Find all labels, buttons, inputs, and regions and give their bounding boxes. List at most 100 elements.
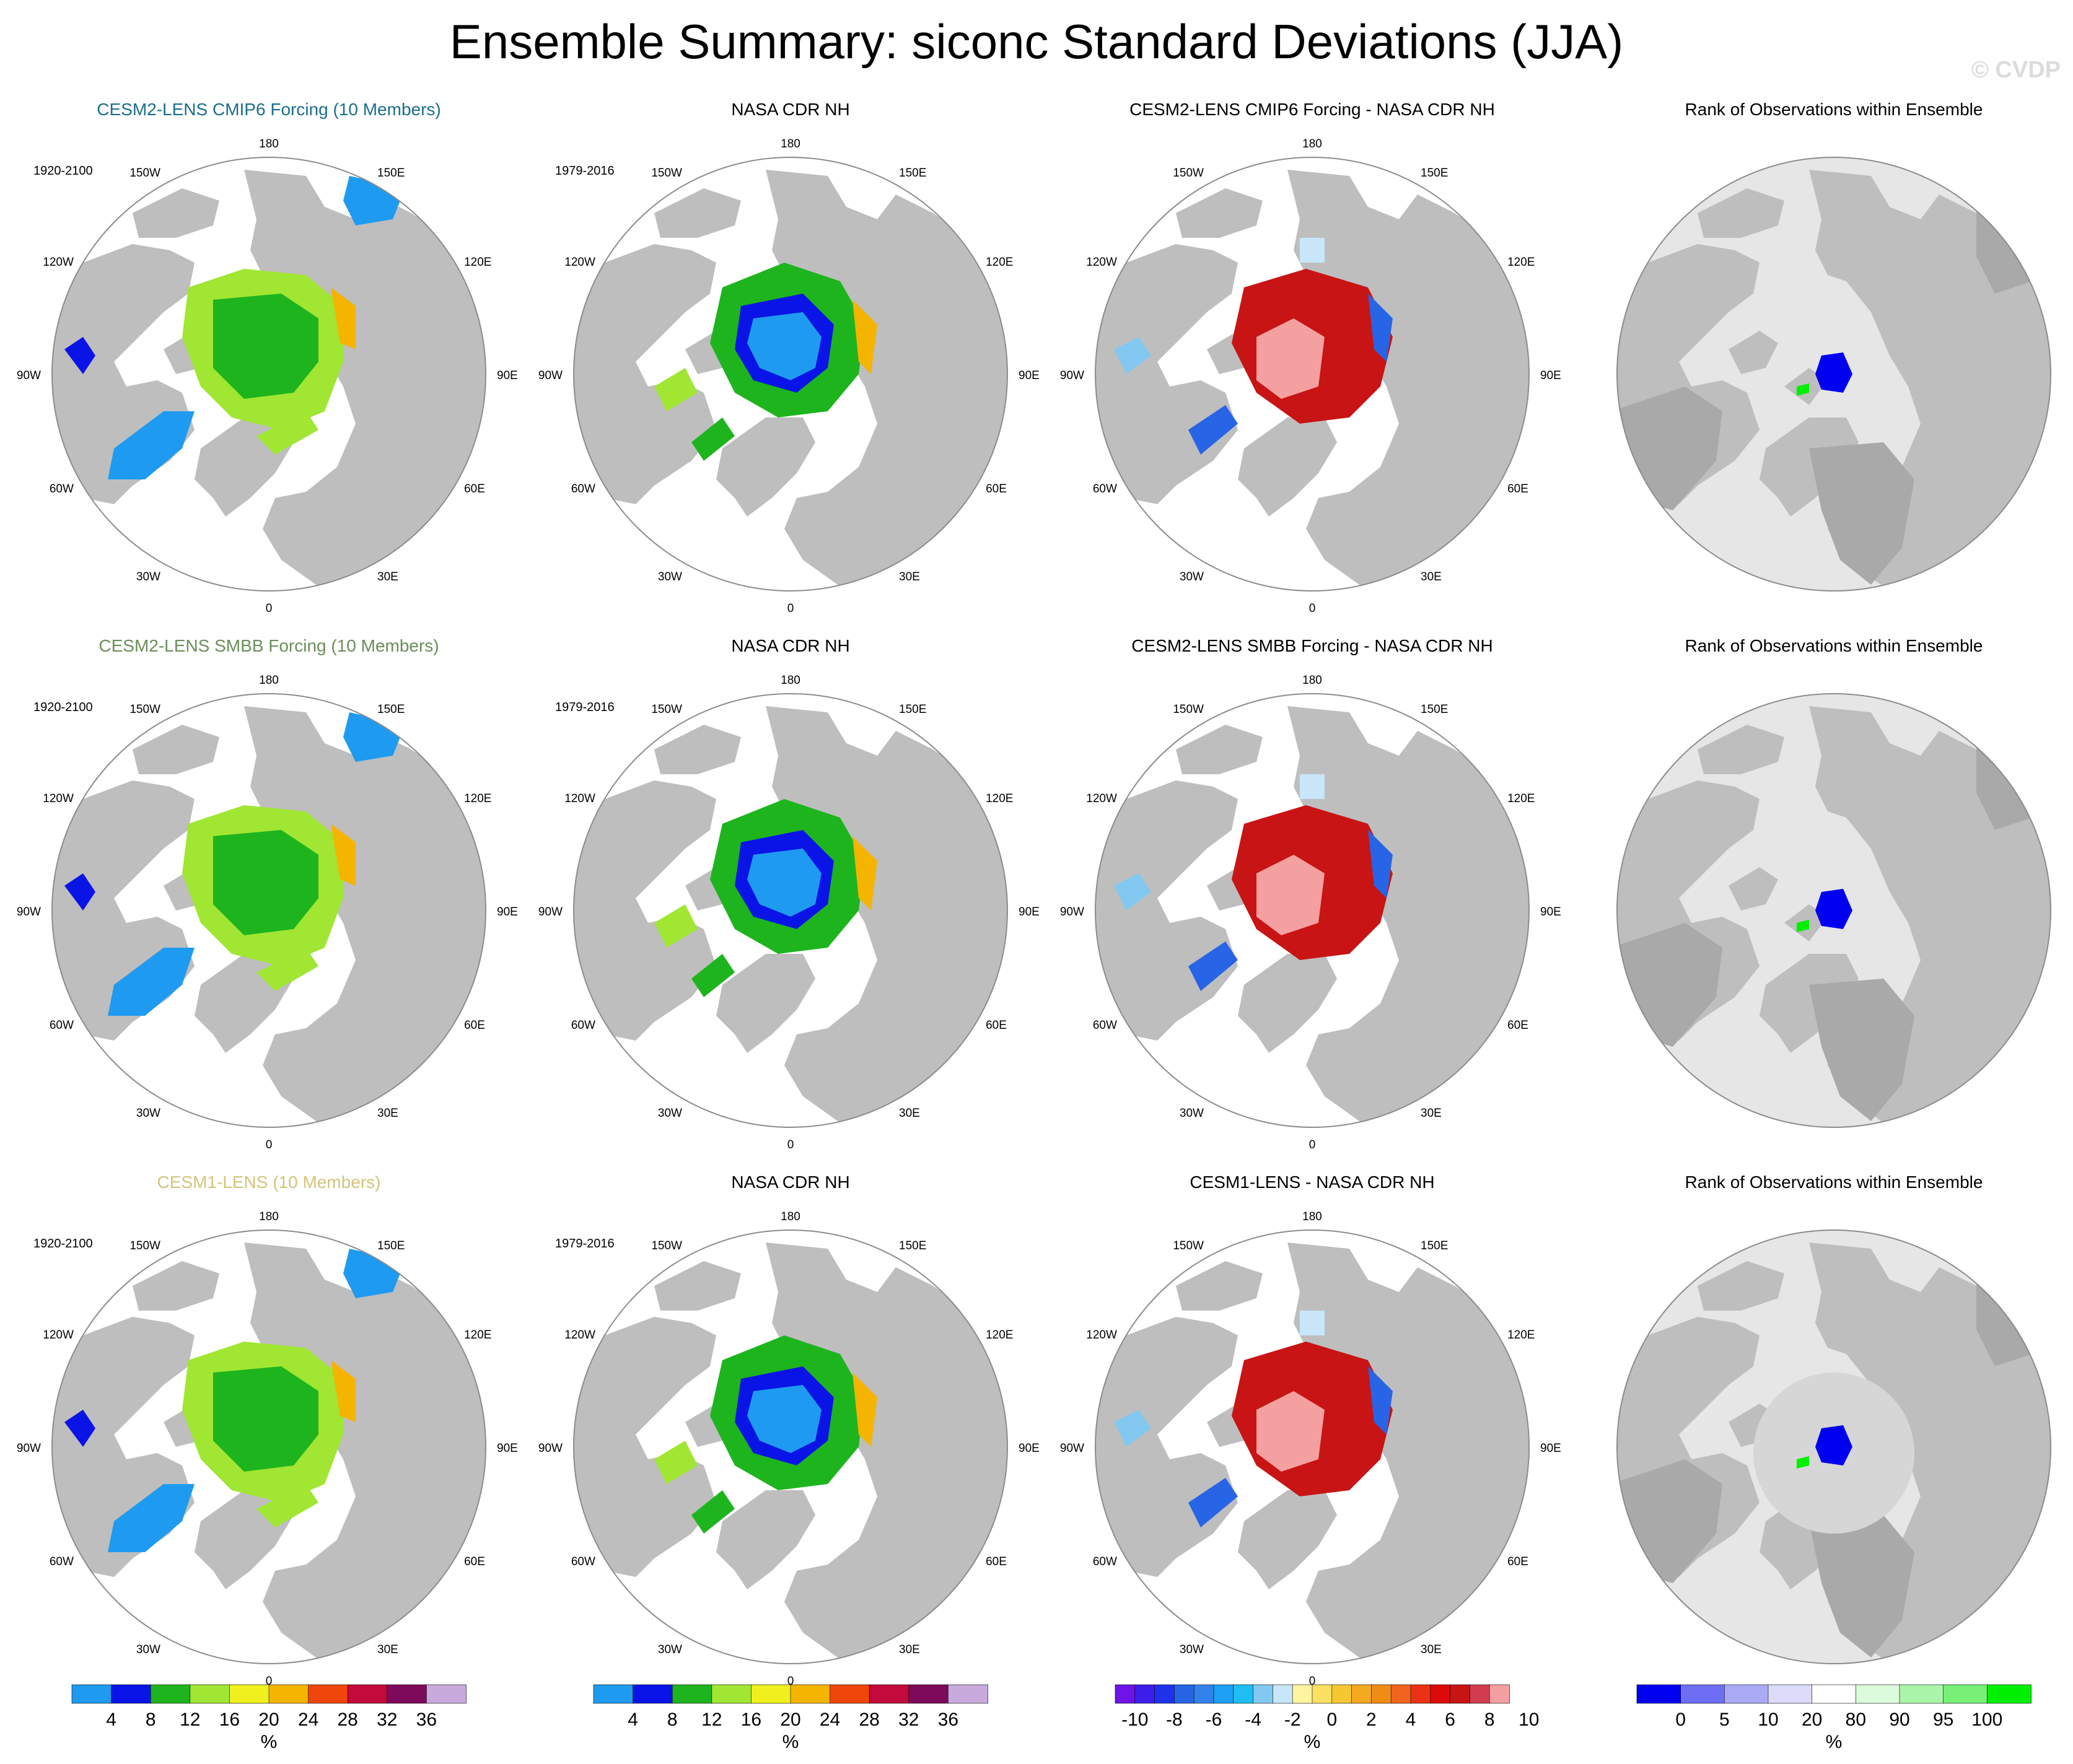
scandinavia-landmass [312, 510, 374, 585]
colorbar-tick-label: 28 [859, 1709, 880, 1730]
colorbar-tick-label: 8 [667, 1709, 678, 1730]
colorbar-swatch [229, 1684, 270, 1704]
colorbar-units: % [1304, 1732, 1321, 1752]
longitude-label-60e: 60E [986, 482, 1007, 496]
map-boundary [1616, 157, 2051, 592]
colorbar-swatch [268, 1684, 309, 1704]
longitude-label-30e: 30E [377, 570, 398, 583]
longitude-label-150w: 150W [129, 703, 160, 716]
rank-low-region [1815, 352, 1852, 393]
longitude-label-180: 180 [259, 138, 279, 151]
longitude-label-30w: 30W [1180, 1107, 1204, 1120]
colorbar-tick-label: -8 [1166, 1709, 1183, 1730]
longitude-label-0: 0 [266, 1138, 273, 1151]
alaska-landmass [133, 725, 219, 774]
ice-variability-central-pack [747, 1385, 822, 1453]
map-boundary [573, 693, 1008, 1128]
rank-panel-title: Rank of Observations within Ensemble [1685, 636, 1983, 655]
archipelago-island [1729, 331, 1778, 374]
colorbar-tick-label: 4 [1406, 1709, 1416, 1730]
colorbar-swatch [1943, 1684, 1988, 1704]
rank-high-region [1797, 920, 1809, 932]
colorbar-tick-label: 16 [219, 1709, 240, 1730]
colorbar-tick-label: 0 [1675, 1709, 1686, 1730]
obs-panel-title: NASA CDR NH [731, 636, 849, 655]
alaska-landmass [133, 1261, 219, 1311]
colorbar-swatch [1213, 1684, 1234, 1704]
longitude-label-90e: 90E [497, 1442, 518, 1455]
rank-colorbar: 0 5 10 20 80 90 95 100% [1636, 1684, 2031, 1752]
colorbar-swatch [1331, 1684, 1352, 1704]
scandinavia-landmass [312, 1583, 374, 1657]
north-america-landmass [574, 1317, 716, 1577]
longitude-label-90e: 90E [1540, 906, 1561, 919]
map-boundary [51, 157, 486, 592]
std-dev-colorbar: 4 8 12 16 20 24 28 32 36% [71, 1684, 467, 1752]
longitude-label-180: 180 [259, 674, 279, 687]
map-disk [1095, 694, 1529, 1127]
colorbar-swatch [1430, 1684, 1451, 1704]
ice-variability-hudson [108, 1484, 195, 1552]
panel-rank-row1: Rank of Observations within Ensemble [1616, 100, 2051, 592]
ice-variability-hudson [691, 954, 735, 997]
eurasia-landmass [766, 1242, 1007, 1664]
africa-landmass [1809, 979, 1914, 1121]
longitude-label-30w: 30W [1180, 570, 1204, 583]
ice-variability-edge [331, 1360, 356, 1422]
diff-panel-title: CESM1-LENS - NASA CDR NH [1190, 1172, 1434, 1192]
colorbar-tick-label: 6 [1445, 1709, 1455, 1730]
longitude-label-0: 0 [266, 602, 273, 615]
longitude-label-90w: 90W [1060, 369, 1084, 382]
map-boundary [1095, 693, 1530, 1128]
colorbar-swatch [1450, 1684, 1471, 1704]
greenland-landmass [1238, 417, 1337, 517]
ice-variability-central-pack [747, 312, 822, 380]
longitude-label-0: 0 [1309, 602, 1316, 615]
greenland-landmass [716, 417, 815, 517]
scandinavia-landmass [1356, 1583, 1418, 1657]
colorbar-swatch [111, 1684, 152, 1704]
period-label: 1979-2016 [555, 164, 615, 178]
colorbar-swatch [1987, 1684, 2031, 1704]
longitude-label-120e: 120E [1507, 1329, 1535, 1342]
longitude-label-90w: 90W [1060, 1442, 1084, 1455]
colorbar-tick-label: 20 [258, 1709, 279, 1730]
colorbar-swatch [1115, 1684, 1136, 1704]
model-panel-title: CESM1-LENS (10 Members) [157, 1172, 381, 1192]
longitude-label-150e: 150E [1421, 1239, 1448, 1252]
north-america-landmass [574, 244, 716, 504]
longitude-label-150w: 150W [651, 703, 682, 716]
colorbar-swatch [1390, 1684, 1411, 1704]
colorbar-tick-label: 12 [180, 1709, 200, 1730]
period-label: 1979-2016 [555, 1237, 615, 1251]
ice-variability-baffin [64, 1410, 95, 1447]
panel-rank-row2: Rank of Observations within Ensemble [1616, 636, 2051, 1128]
panel-model-row1: CESM2-LENS CMIP6 Forcing (10 Members) 192… [17, 100, 518, 615]
rank-panel-title: Rank of Observations within Ensemble [1685, 100, 1983, 119]
diff-panel-title: CESM2-LENS CMIP6 Forcing - NASA CDR NH [1129, 100, 1495, 119]
colorbar-tick-label: 20 [1802, 1709, 1822, 1730]
panel-rank-row3: Rank of Observations within Ensemble [1616, 1172, 2051, 1664]
map-boundary [51, 693, 486, 1128]
longitude-label-90e: 90E [1019, 1442, 1040, 1455]
rank-panel-title: Rank of Observations within Ensemble [1685, 1172, 1983, 1192]
ice-variability-greenland-sea [256, 948, 318, 991]
longitude-label-60e: 60E [1507, 1019, 1528, 1032]
map-boundary [51, 1229, 486, 1664]
ice-variability-core [213, 1366, 318, 1472]
difference-field-baffin [1114, 337, 1151, 374]
colorbar-swatch [1680, 1684, 1725, 1704]
std-dev-colorbar-obs: 4 8 12 16 20 24 28 32 36% [593, 1684, 988, 1752]
map-boundary [1095, 1229, 1530, 1664]
longitude-label-180: 180 [259, 1210, 279, 1223]
longitude-label-30e: 30E [899, 570, 920, 583]
longitude-label-60e: 60E [1507, 482, 1528, 496]
colorbar-swatch [1193, 1684, 1214, 1704]
map-boundary [1616, 1229, 2051, 1664]
colorbar-swatch [1351, 1684, 1372, 1704]
colorbar-swatch [1292, 1684, 1313, 1704]
greenland-landmass [1238, 1490, 1337, 1589]
longitude-label-120e: 120E [464, 256, 491, 269]
panel-obs-row3: NASA CDR NH 1979-2016 180 0 150W 150E 120W 120E… [538, 1172, 1040, 1688]
